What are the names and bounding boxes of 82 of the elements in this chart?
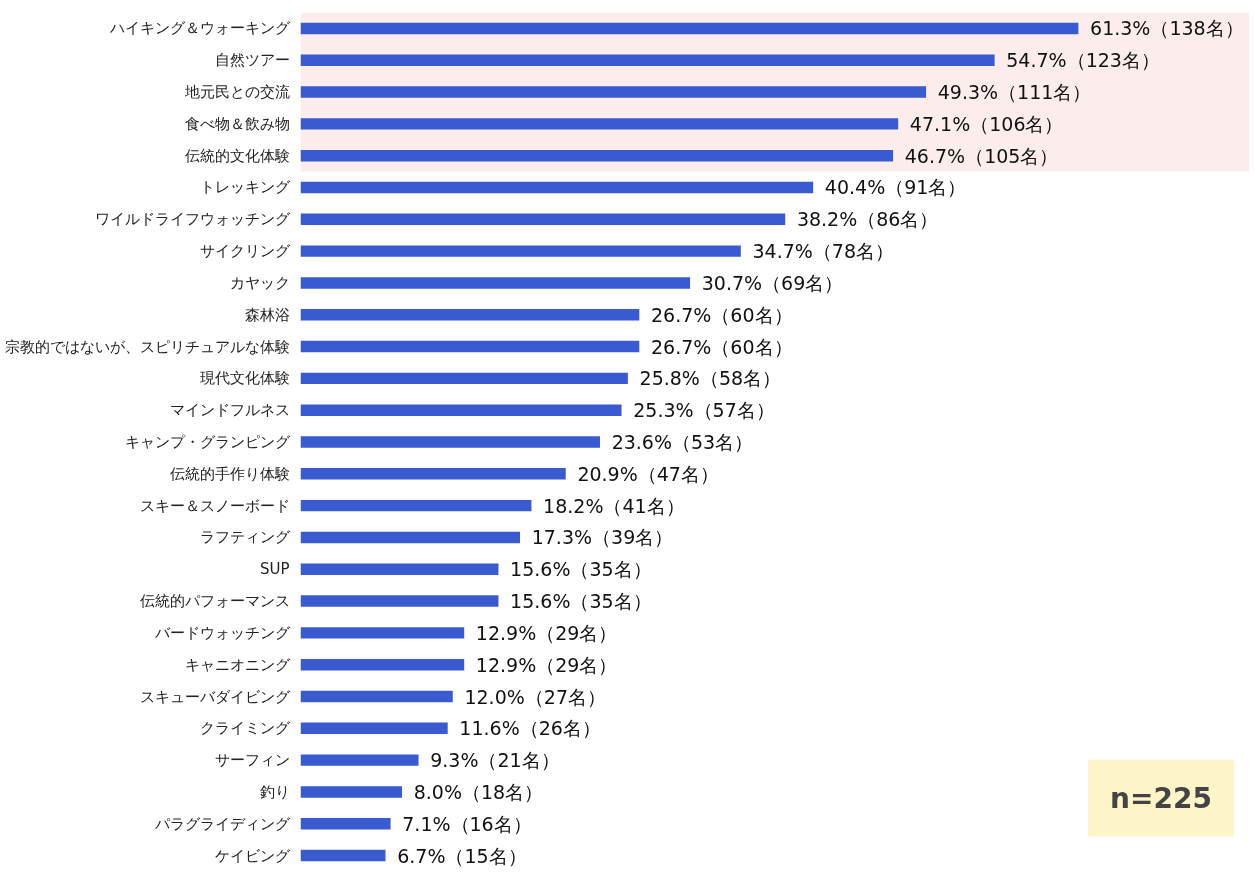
y-tick-label: 伝統的手作り体験 <box>169 464 290 483</box>
y-tick-label: クライミング <box>199 719 291 738</box>
y-tick-label: ハイキング＆ウォーキング <box>108 19 291 38</box>
bar <box>300 690 453 703</box>
y-tick-label: ラフティング <box>199 528 291 547</box>
y-tick-label: 地元民との交流 <box>183 83 290 102</box>
data-label: 40.4%（91名） <box>824 176 967 199</box>
y-tick-label: 宗教的ではないが、スピリチュアルな体験 <box>4 337 290 356</box>
bar <box>300 531 521 544</box>
data-label: 17.3%（39名） <box>531 526 674 549</box>
data-label: 7.1%（16名） <box>402 812 532 835</box>
bar <box>300 86 927 98</box>
data-label: 47.1%（106名） <box>909 112 1064 135</box>
bar <box>300 658 465 671</box>
data-label: 61.3%（138名） <box>1090 17 1244 40</box>
data-label: 26.7%（60名） <box>650 335 793 358</box>
data-label: 15.6%（35名） <box>510 558 652 581</box>
data-label: 12.0%（27名） <box>464 685 606 708</box>
data-label: 15.6%（35名） <box>510 590 652 613</box>
y-tick-label: スキー＆スノーボード <box>139 496 290 515</box>
data-label: 49.3%（111名） <box>937 81 1092 104</box>
bar <box>300 818 391 830</box>
data-label: 12.9%（29名） <box>475 653 618 676</box>
bar <box>300 722 448 735</box>
data-label: 30.7%（69名） <box>701 271 844 294</box>
data-label: 9.3%（21名） <box>430 749 560 772</box>
y-tick-label: 伝統的文化体験 <box>184 146 290 165</box>
y-tick-label: キャニオニング <box>184 655 291 674</box>
bar <box>300 499 532 512</box>
data-label: 34.7%（78名） <box>752 240 895 263</box>
y-tick-label: 伝統的パフォーマンス <box>139 592 290 611</box>
bar <box>300 149 894 162</box>
y-tick-label: サイクリング <box>199 242 291 261</box>
y-tick-label: トレッキング <box>199 178 291 197</box>
bar <box>300 563 499 575</box>
y-tick-label: カヤック <box>229 273 290 292</box>
data-label: 6.7%（15名） <box>397 844 527 867</box>
data-label: 8.0%（18名） <box>413 780 544 803</box>
y-tick-label: 森林浴 <box>244 305 290 324</box>
bar <box>300 118 899 130</box>
bar <box>300 22 1079 35</box>
y-tick-label: バードウォッチング <box>153 623 291 642</box>
bar <box>300 595 499 607</box>
y-tick-label: キャンプ・グランピング <box>124 433 291 451</box>
data-label: 18.2%（41名） <box>543 494 685 517</box>
y-tick-label: スキューバダイビング <box>139 687 291 706</box>
bar <box>300 468 566 480</box>
y-tick-label: サーフィン <box>214 751 290 770</box>
y-tick-label: ケイビング <box>214 846 291 865</box>
bar <box>300 340 640 353</box>
y-tick-label: 自然ツアー <box>214 51 290 70</box>
bar <box>300 786 403 798</box>
data-label: 26.7%（60名） <box>650 303 793 326</box>
y-tick-label: ワイルドライフウォッチング <box>94 210 291 229</box>
data-label: 54.7%（123名） <box>1006 49 1160 72</box>
bar <box>300 181 814 194</box>
bar <box>300 213 786 226</box>
bar <box>300 309 640 321</box>
y-tick-label: 食べ物＆飲み物 <box>184 114 290 133</box>
data-label: 46.7%（105名） <box>904 144 1059 167</box>
y-tick-label: マインドフルネス <box>169 401 290 420</box>
bar <box>300 245 741 257</box>
bar <box>300 436 600 448</box>
data-label: 38.2%（86名） <box>796 208 939 231</box>
bar <box>300 627 465 639</box>
text: n=225 <box>1110 781 1212 815</box>
data-label: 11.6%（26名） <box>459 717 601 740</box>
bar <box>300 372 628 385</box>
bar <box>300 754 419 766</box>
data-label: 25.3%（57名） <box>633 399 775 422</box>
bar <box>300 849 386 862</box>
bar <box>300 54 995 66</box>
bar <box>300 277 691 289</box>
y-tick-label: 釣り <box>259 782 290 801</box>
data-label: 25.8%（58名） <box>639 367 782 390</box>
data-label: 23.6%（53名） <box>611 431 754 453</box>
y-tick-label: パラグライディング <box>153 814 291 833</box>
data-label: 12.9%（29名） <box>475 621 618 644</box>
y-tick-label: 現代文化体験 <box>199 369 290 388</box>
bar <box>300 404 622 416</box>
y-tick-label: SUP <box>259 560 290 579</box>
data-label: 20.9%（47名） <box>577 462 719 485</box>
